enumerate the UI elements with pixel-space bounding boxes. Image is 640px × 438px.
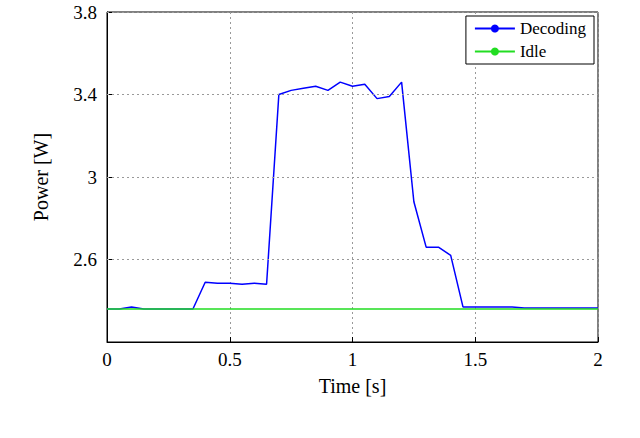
svg-text:Idle: Idle (520, 42, 546, 61)
svg-text:Power [W]: Power [W] (30, 133, 52, 221)
svg-text:0.5: 0.5 (218, 349, 242, 370)
svg-text:0: 0 (102, 349, 112, 370)
svg-text:2.6: 2.6 (73, 249, 97, 270)
svg-text:3.8: 3.8 (73, 2, 97, 23)
svg-text:1: 1 (348, 349, 358, 370)
svg-text:Decoding: Decoding (520, 19, 587, 38)
svg-text:1.5: 1.5 (463, 349, 487, 370)
svg-text:3: 3 (88, 167, 98, 188)
svg-text:2: 2 (593, 349, 603, 370)
svg-text:Time [s]: Time [s] (319, 375, 387, 397)
svg-text:3.4: 3.4 (73, 84, 97, 105)
